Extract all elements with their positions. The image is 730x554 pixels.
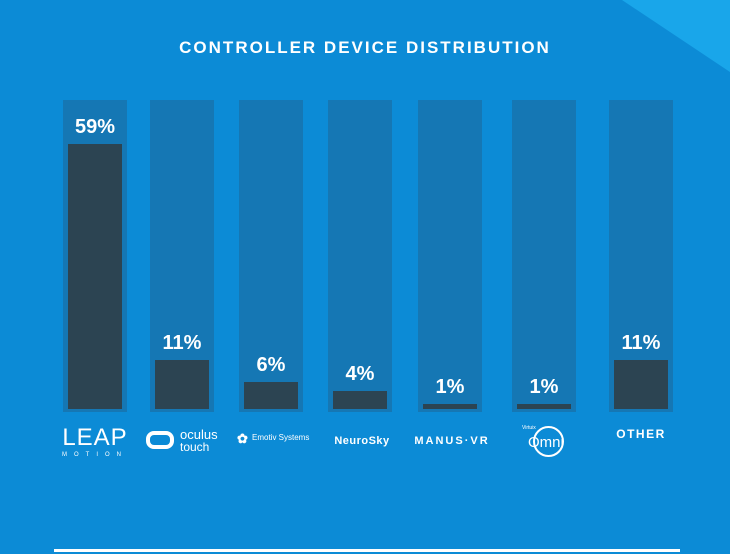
bar-value-label: 1%: [435, 376, 465, 398]
omni-wordmark: Omni: [528, 434, 564, 451]
emotiv-icon: ✿: [237, 431, 248, 446]
omni-ring-icon: [533, 426, 564, 457]
omni-small-text: Virtuix: [522, 425, 536, 431]
bar-track: [418, 100, 482, 412]
bar: [155, 359, 209, 409]
bar: [333, 391, 387, 409]
chart-title: CONTROLLER DEVICE DISTRIBUTION: [179, 38, 551, 57]
divider-line: [54, 549, 680, 552]
bar-value-label: 4%: [345, 363, 375, 385]
manus-wordmark: MANUS·VR: [414, 435, 490, 447]
bar-track: [239, 100, 303, 412]
bar: [244, 382, 298, 409]
bar-value-label: 1%: [529, 376, 559, 398]
bar: [614, 359, 668, 409]
neurosky-wordmark: NeuroSky: [334, 435, 390, 447]
logo-other: OTHER: [601, 425, 681, 443]
logo-manus-vr: MANUS·VR: [412, 431, 492, 449]
corner-accent: [622, 0, 730, 72]
bar: [68, 143, 122, 409]
bar-track: [512, 100, 576, 412]
logo-neurosky: NeuroSky: [322, 431, 402, 449]
bar-value-label: 11%: [621, 331, 661, 354]
bar-value-label: 11%: [162, 331, 202, 354]
bar: [423, 404, 477, 409]
emotiv-wordmark: Emotiv Systems: [252, 433, 310, 442]
bar-track: [328, 100, 392, 412]
leap-subtext: MOTION: [62, 452, 128, 458]
logo-leap-motion: LEAP MOTION: [58, 424, 132, 459]
oculus-wordmark: oculus: [180, 427, 218, 442]
bar-value-label: 59%: [74, 115, 116, 138]
oculus-subtext: touch: [180, 440, 210, 454]
bar-value-label: 6%: [256, 354, 286, 376]
logo-virtuix-omni: Virtuix Omni: [518, 423, 578, 459]
other-label: OTHER: [616, 427, 666, 441]
oculus-icon: [146, 431, 174, 449]
leap-wordmark: LEAP: [62, 424, 128, 451]
bar: [517, 404, 571, 409]
